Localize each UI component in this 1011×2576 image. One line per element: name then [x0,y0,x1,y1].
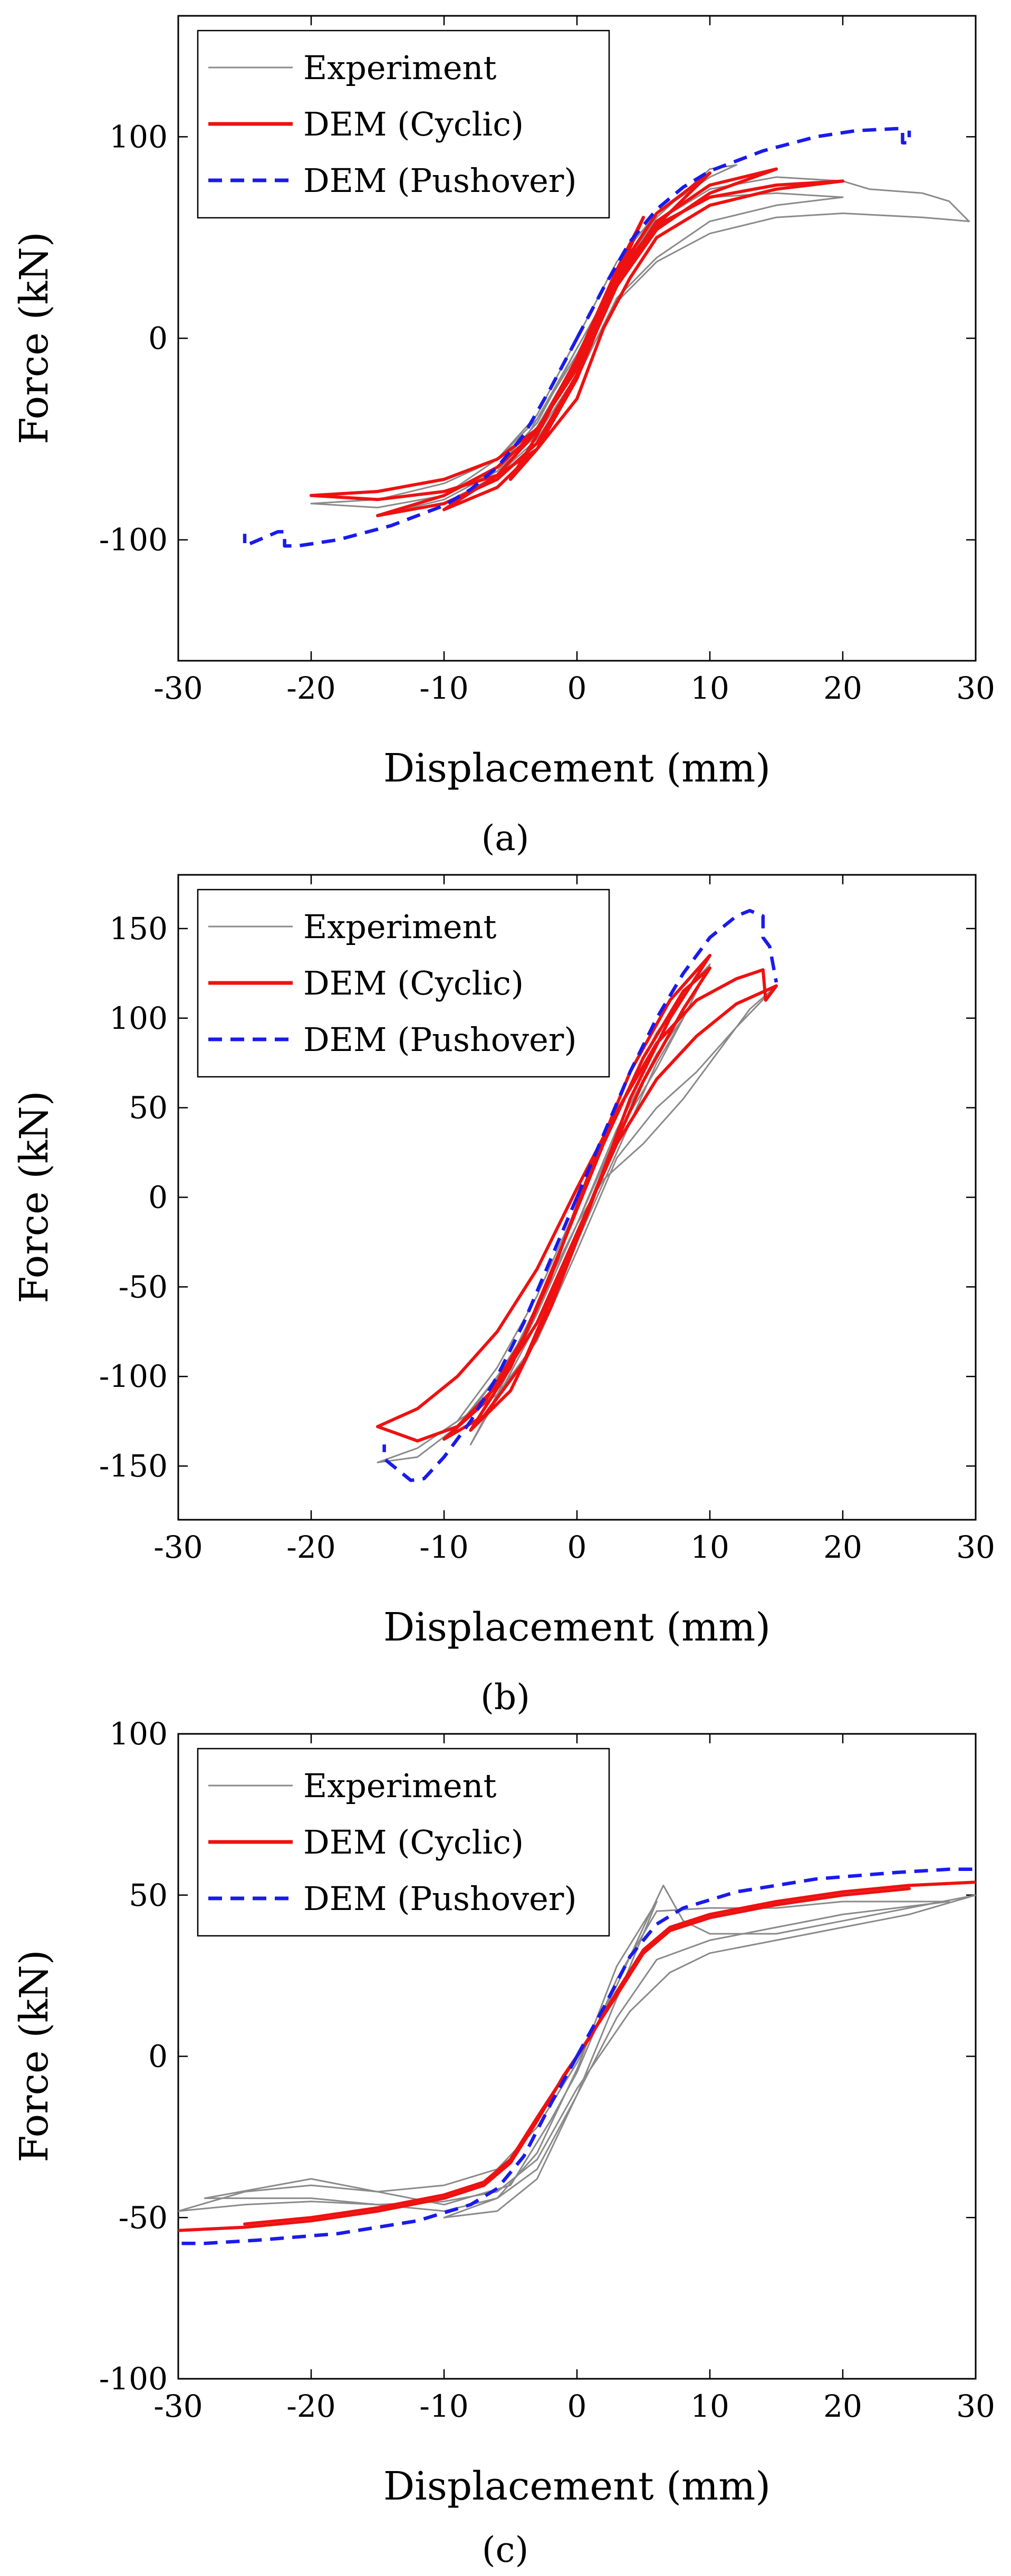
y-tick-label: -100 [99,2361,168,2397]
legend-label-dem-cyclic-b: DEM (Cyclic) [303,964,524,1002]
series-line-experiment [204,1900,950,2206]
series-line-experiment [178,1884,976,2212]
x-tick-label: 10 [690,1529,729,1565]
series-line-experiment [443,985,777,1431]
legend-label-dem-pushover-c: DEM (Pushover) [303,1879,577,1918]
series-line-dem-pushover [382,1197,579,1482]
series-line-dem-pushover [178,2055,579,2245]
x-axis-label-b: Displacement (mm) [383,1605,771,1650]
x-tick-label: 10 [690,2388,729,2424]
series-line-dem-pushover [575,909,778,1198]
legend-label-experiment-c: Experiment [303,1767,496,1805]
x-tick-label: 30 [956,1529,995,1565]
panel-caption-c: (c) [482,2530,528,2570]
x-tick-label: 20 [823,2388,862,2424]
x-tick-label: 30 [956,2388,995,2424]
series-line-dem-cyclic [509,216,645,481]
y-axis-label-b: Force (kN) [12,1091,57,1303]
y-tick-label: -100 [99,522,168,558]
y-tick-label: -150 [99,1448,168,1484]
legend-label-dem-pushover-a: DEM (Pushover) [303,161,577,200]
y-tick-label: 50 [129,1090,168,1126]
y-ticks-c: -100 -50 0 50 100 [99,1716,976,2397]
y-tick-label: 0 [148,2039,168,2075]
x-tick-label: -20 [286,1529,335,1565]
x-tick-label: 0 [567,670,587,706]
series-line-dem-pushover [575,127,911,340]
legend-a: Experiment DEM (Cyclic) DEM (Pushover) [197,30,610,219]
x-tick-label: 30 [956,670,995,706]
legend-b: Experiment DEM (Cyclic) DEM (Pushover) [197,889,610,1078]
curves-b [376,909,778,1482]
y-axis-label-c: Force (kN) [12,1950,57,2162]
y-tick-label: 100 [109,1716,168,1752]
series-line-experiment [178,1894,976,2212]
x-tick-label: -10 [419,670,468,706]
x-tick-label: -30 [153,1529,203,1565]
x-tick-label: -10 [419,1529,468,1565]
x-tick-label: 20 [823,1529,862,1565]
panel-caption-a: (a) [482,818,529,858]
y-tick-label: 100 [109,119,168,155]
y-tick-label: -50 [119,2199,168,2235]
x-axis-label-a: Displacement (mm) [383,746,771,791]
y-ticks-a: -100 0 100 [99,119,976,558]
legend-label-experiment-a: Experiment [303,49,496,87]
x-tick-label: 10 [690,670,729,706]
y-tick-label: 50 [129,1877,168,1913]
legend-label-dem-cyclic-c: DEM (Cyclic) [303,1823,524,1861]
y-tick-label: 0 [148,1180,168,1215]
series-line-dem-cyclic [310,179,844,501]
x-tick-label: -10 [419,2388,468,2424]
x-tick-label: -30 [153,2388,203,2424]
x-tick-label: -20 [286,2388,335,2424]
legend-label-dem-pushover-b: DEM (Pushover) [303,1020,577,1059]
x-ticks-a: -30 -20 -10 0 10 20 30 [153,16,995,706]
series-line-dem-cyclic [469,953,711,1432]
series-line-dem-pushover [243,337,579,548]
y-tick-label: 100 [109,1000,168,1036]
y-ticks-b: -150 -100 -50 0 50 100 150 [99,911,976,1484]
x-tick-label: 0 [567,1529,587,1565]
x-axis-label-c: Displacement (mm) [383,2464,771,2509]
y-axis-label-a: Force (kN) [12,231,57,444]
x-tick-label: 0 [567,2388,587,2424]
x-ticks-b: -30 -20 -10 0 10 20 30 [153,875,995,1565]
legend-c: Experiment DEM (Cyclic) DEM (Pushover) [197,1748,610,1937]
legend-label-dem-cyclic-a: DEM (Cyclic) [303,105,524,143]
y-tick-label: 150 [109,911,168,947]
x-tick-label: 20 [823,670,862,706]
y-tick-label: -50 [119,1269,168,1305]
legend-label-experiment-b: Experiment [303,908,496,946]
series-line-dem-cyclic [376,167,778,517]
curves-a [243,127,970,548]
x-tick-label: -30 [153,670,203,706]
x-ticks-c: -30 -20 -10 0 10 20 30 [153,1734,995,2424]
x-tick-label: -20 [286,670,335,706]
series-line-dem-cyclic [469,953,711,1432]
y-tick-label: -100 [99,1358,168,1394]
series-line-dem-pushover [575,1867,976,2058]
panel-caption-b: (b) [480,1677,530,1718]
series-line-experiment [443,1900,658,2218]
y-tick-label: 0 [148,321,168,356]
curves-c [178,1867,976,2245]
